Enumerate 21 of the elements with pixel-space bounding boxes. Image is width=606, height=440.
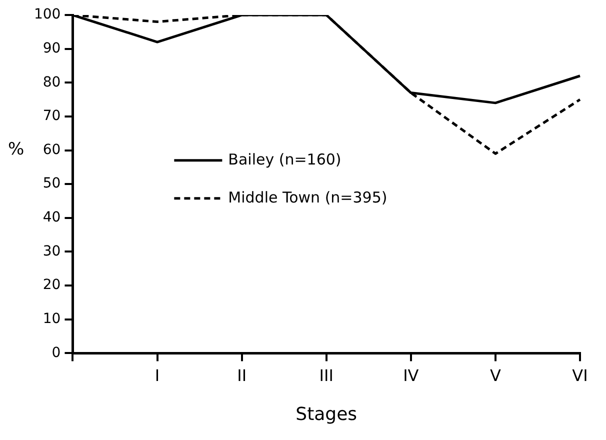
x-tick-label: II: [237, 366, 247, 385]
x-tick-label: VI: [572, 366, 588, 385]
legend-label: Bailey (n=160): [228, 150, 342, 168]
x-tick-label: IV: [403, 366, 419, 385]
y-tick-label: 10: [42, 311, 61, 328]
y-tick-label: 80: [42, 74, 61, 90]
y-tick-label: 50: [42, 176, 61, 192]
x-tick-label: I: [154, 366, 160, 385]
x-axis-title: Stages: [296, 404, 358, 425]
x-tick-label: V: [490, 366, 501, 385]
legend-label: Middle Town (n=395): [228, 188, 388, 206]
y-tick-label: 90: [42, 40, 61, 56]
y-tick-label: 0: [52, 344, 61, 361]
x-tick-label: III: [319, 366, 334, 385]
y-tick-label: 100: [34, 6, 61, 23]
y-tick-label: 30: [42, 243, 61, 260]
y-axis-title: %: [8, 140, 24, 160]
y-tick-label: 40: [42, 210, 61, 226]
y-tick-label: 70: [42, 108, 61, 124]
y-tick-label: 20: [42, 277, 61, 294]
y-tick-label: 60: [42, 142, 61, 158]
